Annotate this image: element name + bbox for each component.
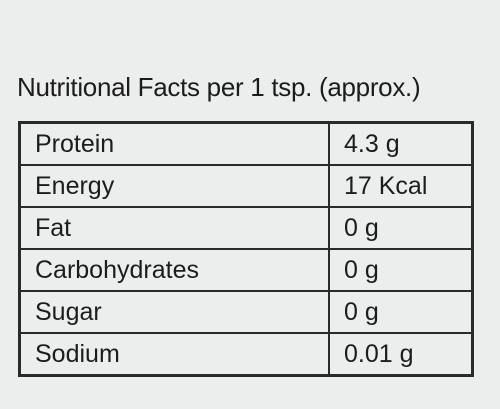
nutrient-amount: 4.3 g xyxy=(328,121,474,166)
nutrient-amount: 0 g xyxy=(328,206,474,250)
table-body: Protein 4.3 g Energy 17 Kcal Fat 0 g Carbohydr… xyxy=(18,121,474,377)
nutrient-name: Fat xyxy=(18,206,330,250)
nutrient-name: Carbohydrates xyxy=(18,248,330,292)
nutrient-name: Energy xyxy=(18,164,330,208)
nutrient-amount: 17 Kcal xyxy=(328,164,474,208)
nutrient-amount: 0 g xyxy=(328,248,474,292)
table-row: Fat 0 g xyxy=(18,206,474,250)
title: Nutritional Facts per 1 tsp. (approx.) xyxy=(17,72,421,102)
nutrition-table: Protein 4.3 g Energy 17 Kcal Fat 0 g Carbohydr… xyxy=(18,121,474,377)
nutrient-name: Sugar xyxy=(18,290,330,334)
nutrient-amount: 0 g xyxy=(328,290,474,334)
table-row: Sodium 0.01 g xyxy=(18,332,474,377)
table-row: Energy 17 Kcal xyxy=(18,164,474,208)
nutrient-name: Protein xyxy=(18,121,330,166)
table-row: Carbohydrates 0 g xyxy=(18,248,474,292)
nutrient-amount: 0.01 g xyxy=(328,332,474,377)
table-row: Sugar 0 g xyxy=(18,290,474,334)
table-row: Protein 4.3 g xyxy=(18,121,474,166)
nutrient-name: Sodium xyxy=(18,332,330,377)
